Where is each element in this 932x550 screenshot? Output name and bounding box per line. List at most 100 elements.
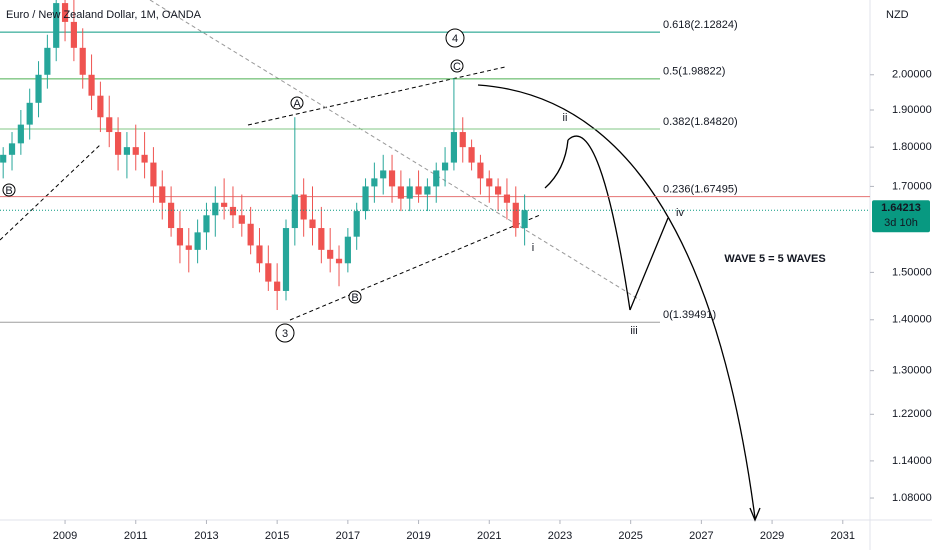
candle-body <box>238 215 245 224</box>
price-tag-countdown: 3d 10h <box>884 217 918 229</box>
x-tick-label: 2013 <box>194 530 218 542</box>
candle-body <box>327 249 334 259</box>
y-tick-label: 2.00000 <box>892 69 932 81</box>
wave-label: C <box>453 61 461 73</box>
candle-body <box>97 95 104 118</box>
candle-body <box>468 147 475 163</box>
candle-body <box>212 202 219 216</box>
trendline <box>149 0 641 301</box>
trendline <box>289 214 541 321</box>
x-tick-label: 2021 <box>477 530 501 542</box>
y-tick-label: 1.50000 <box>892 266 932 278</box>
plot-area <box>0 0 870 522</box>
candle-body <box>114 132 122 155</box>
candle-body <box>247 223 254 246</box>
candle-body <box>450 132 458 163</box>
candle-body <box>229 206 237 216</box>
wave-circle <box>445 28 465 48</box>
candle-body <box>221 202 228 207</box>
candle-body <box>380 170 387 179</box>
candle-body <box>17 124 24 144</box>
x-tick-label: 2025 <box>618 530 642 542</box>
candle-body <box>344 236 351 264</box>
candle-body <box>335 258 343 264</box>
price-tag <box>872 200 930 233</box>
wave-label: B <box>5 185 12 197</box>
wave-label: 4 <box>452 33 458 45</box>
candle-body <box>61 3 69 22</box>
y-tick-label: 1.40000 <box>892 314 932 326</box>
x-tick-label: 2029 <box>760 530 784 542</box>
y-tick-label: 1.90000 <box>892 104 932 116</box>
arrow-head <box>749 507 761 522</box>
wave-arrow <box>567 135 631 311</box>
candle-body <box>300 194 307 220</box>
y-tick-label: 1.08000 <box>892 492 932 504</box>
fib-label: 0.5(1.98822) <box>663 66 725 78</box>
candle-body <box>486 178 493 187</box>
candle-body <box>44 47 51 75</box>
candle-body <box>265 263 272 282</box>
wave-arrow <box>477 84 756 519</box>
candle-body <box>477 162 484 179</box>
x-tick-label: 2031 <box>831 530 855 542</box>
wave-arrow <box>544 139 569 189</box>
candle-body <box>141 154 148 163</box>
candle-body <box>203 215 210 233</box>
candle-body <box>291 194 298 229</box>
candle-body <box>406 186 413 199</box>
candle-body <box>362 186 369 212</box>
wave-label: A <box>293 98 301 110</box>
candle-body <box>282 228 290 291</box>
candle-body <box>459 132 466 148</box>
candle-body <box>26 102 33 125</box>
candle-body <box>70 21 77 48</box>
candle-body <box>106 117 113 133</box>
price-tag-value: 1.64213 <box>881 202 921 214</box>
candle-body <box>176 228 184 246</box>
x-tick-label: 2019 <box>406 530 430 542</box>
candle-body <box>371 178 378 187</box>
candle-body <box>256 245 263 264</box>
x-tick-label: 2015 <box>265 530 289 542</box>
fib-label: 0.618(2.12824) <box>663 19 738 31</box>
candle-body <box>503 194 511 203</box>
wave-circle <box>450 59 464 73</box>
candle-body <box>159 186 166 203</box>
candle-body <box>309 219 316 229</box>
wave-circle <box>290 96 304 110</box>
candle-body <box>388 170 396 187</box>
candle-body <box>132 147 139 155</box>
candle-body <box>0 154 7 163</box>
wave-label: iii <box>630 325 637 337</box>
x-tick-label: 2017 <box>336 530 360 542</box>
x-tick-label: 2023 <box>548 530 572 542</box>
wave-label: iv <box>676 207 684 219</box>
candle-body <box>79 47 86 75</box>
candle-body <box>274 281 281 291</box>
chart-title: Euro / New Zealand Dollar, 1M, OANDA <box>6 9 202 21</box>
y-tick-label: 1.22000 <box>892 408 932 420</box>
wave-label: WAVE 5 = 5 WAVES <box>724 253 825 265</box>
currency-label: NZD <box>886 9 909 21</box>
x-tick-label: 2027 <box>689 530 713 542</box>
wave-circle <box>2 183 16 197</box>
fib-label: 0(1.39491) <box>663 309 716 321</box>
wave-label: 3 <box>282 328 288 340</box>
trendline <box>247 66 506 126</box>
fib-label: 0.236(1.67495) <box>663 184 738 196</box>
wave-circle <box>275 323 295 343</box>
candle-body <box>415 186 422 195</box>
candle-body <box>123 147 131 155</box>
y-tick-label: 1.30000 <box>892 365 932 377</box>
candle-body <box>53 3 60 48</box>
candle-body <box>495 186 502 195</box>
candle-body <box>521 210 528 229</box>
wave-label: ii <box>563 112 568 124</box>
candle-body <box>397 186 404 199</box>
candle-body <box>353 211 360 237</box>
trendline <box>0 144 101 241</box>
candle-body <box>185 245 192 250</box>
